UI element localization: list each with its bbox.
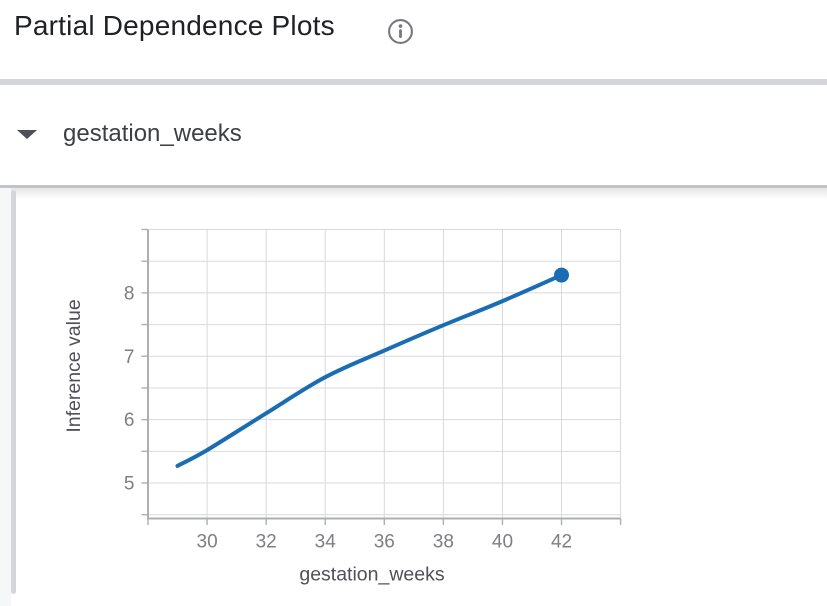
page-title: Partial Dependence Plots bbox=[14, 10, 335, 41]
y-axis-title: Inference value bbox=[63, 299, 85, 432]
svg-text:40: 40 bbox=[492, 532, 513, 553]
svg-text:7: 7 bbox=[124, 347, 135, 368]
section-divider bbox=[0, 185, 827, 188]
pdp-line bbox=[175, 273, 564, 468]
svg-text:42: 42 bbox=[551, 532, 572, 553]
info-icon[interactable] bbox=[387, 18, 414, 45]
endpoint-dot bbox=[554, 267, 569, 283]
feature-section-header[interactable]: gestation_weeks bbox=[0, 108, 827, 160]
triangle-down-icon[interactable] bbox=[16, 129, 38, 140]
axis-titles: gestation_weeks Inference value bbox=[63, 299, 445, 585]
svg-text:6: 6 bbox=[124, 410, 135, 431]
panel-left-gutter bbox=[0, 188, 11, 606]
chart-panel: 5 6 7 8 30 32 34 36 38 40 42 gestation_weeks Inferen… bbox=[0, 188, 827, 606]
vertical-scrollbar[interactable] bbox=[11, 190, 16, 594]
svg-text:36: 36 bbox=[374, 532, 395, 553]
pdp-chart[interactable]: 5 6 7 8 30 32 34 36 38 40 42 gestation_weeks Inferen… bbox=[0, 188, 827, 606]
svg-text:30: 30 bbox=[197, 532, 218, 553]
header-divider bbox=[0, 79, 827, 85]
feature-name-label: gestation_weeks bbox=[63, 120, 242, 147]
x-axis-title: gestation_weeks bbox=[299, 564, 445, 586]
svg-text:5: 5 bbox=[124, 474, 135, 495]
svg-text:8: 8 bbox=[124, 283, 135, 304]
svg-text:32: 32 bbox=[256, 532, 277, 553]
svg-text:38: 38 bbox=[433, 532, 454, 553]
tick-labels: 5 6 7 8 30 32 34 36 38 40 42 bbox=[124, 283, 572, 552]
gridlines bbox=[147, 229, 622, 519]
axes bbox=[141, 228, 622, 525]
svg-text:34: 34 bbox=[315, 532, 337, 553]
